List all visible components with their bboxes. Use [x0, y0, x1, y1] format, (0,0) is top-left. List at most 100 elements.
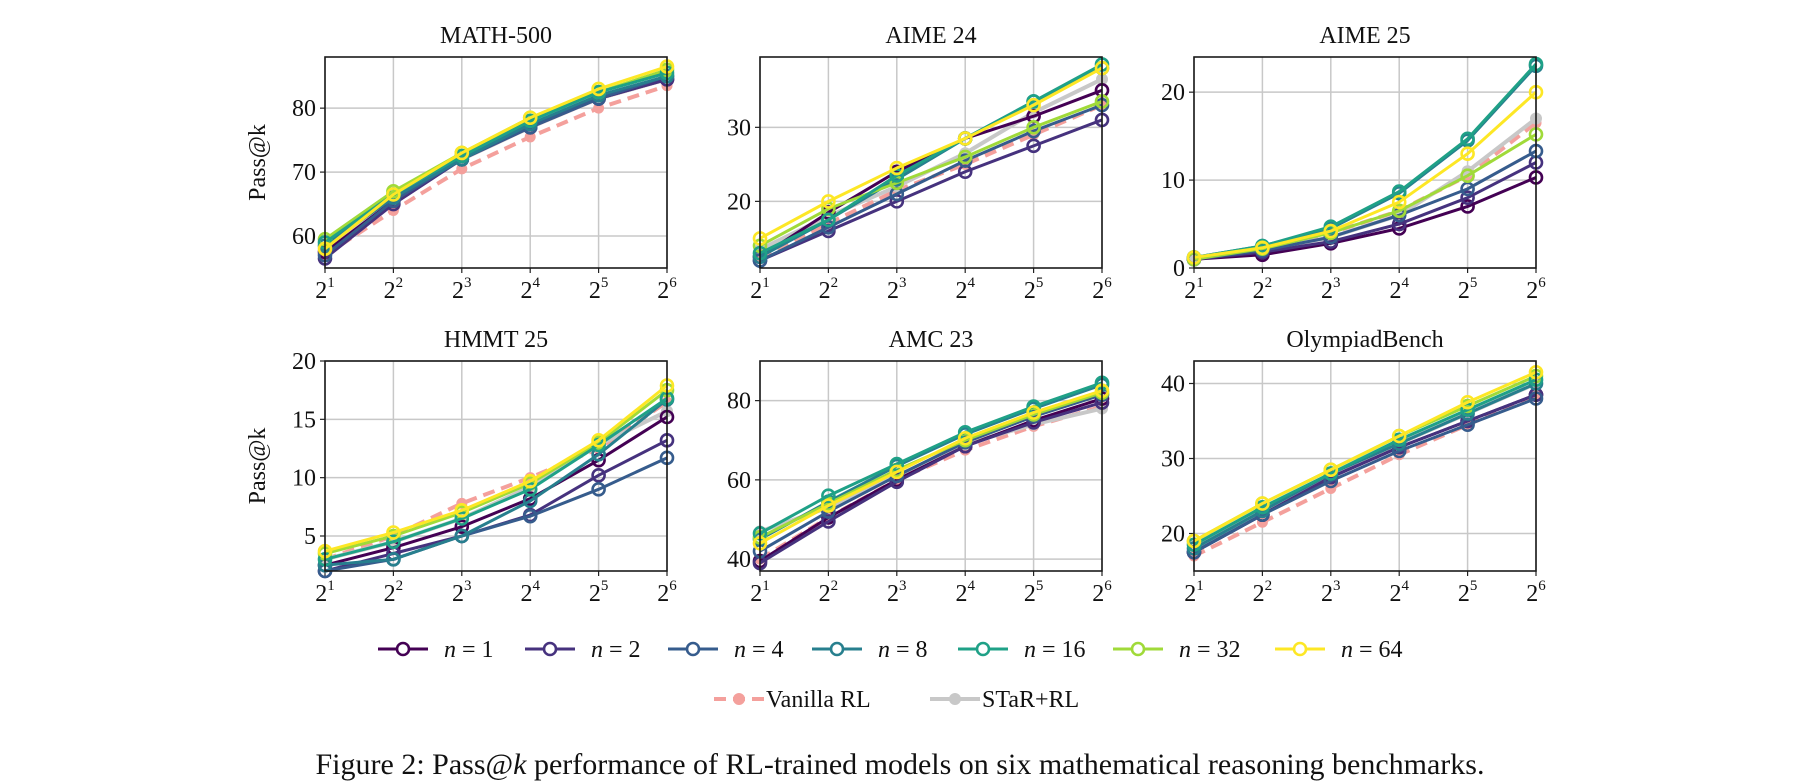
data-point	[522, 508, 538, 524]
data-point	[591, 433, 606, 448]
data-point	[454, 511, 470, 526]
data-point	[1460, 168, 1475, 183]
plot-frame	[324, 360, 668, 572]
series-line	[759, 88, 1103, 259]
chart-title: AIME 24	[885, 23, 976, 49]
plot-frame	[1193, 360, 1537, 572]
legend-label: n = 8	[878, 637, 928, 663]
data-point	[386, 187, 401, 202]
x-tick-label: 22	[384, 578, 404, 607]
plot-frame	[1193, 56, 1537, 269]
series-line	[759, 381, 1103, 535]
data-point	[591, 81, 606, 97]
y-tick-label: 60	[727, 468, 751, 494]
y-tick-label: 70	[292, 160, 316, 186]
data-point	[1460, 190, 1475, 205]
data-point	[454, 519, 470, 534]
legend-marker	[542, 641, 558, 657]
y-tick-label: 30	[1161, 447, 1185, 473]
data-point	[522, 473, 538, 489]
data-point	[889, 160, 905, 176]
legend-label: n = 2	[591, 637, 641, 663]
data-point	[1255, 240, 1270, 256]
legend-label: n = 1	[444, 637, 494, 663]
x-tick-label: 23	[887, 275, 907, 304]
data-point	[821, 488, 836, 504]
series-line	[1193, 378, 1537, 547]
chart-hmmt-25: HMMT 25 Pass@k 5 10 15 20 21 22 23 24 25 26	[245, 327, 677, 607]
plot-frame	[759, 360, 1103, 572]
x-tick-label: 24	[1389, 275, 1409, 304]
data-point	[386, 552, 401, 567]
data-point	[821, 194, 836, 209]
series-line	[759, 63, 1103, 255]
y-tick-label: 30	[727, 115, 751, 141]
y-tick-label: 10	[292, 466, 316, 492]
series-n-2	[752, 112, 1110, 268]
x-tick-label: 25	[1458, 578, 1478, 607]
x-tick-label: 22	[1253, 578, 1273, 607]
legend-item-n-1: n = 1	[378, 637, 494, 663]
data-point	[1323, 223, 1339, 239]
x-tick-label: 23	[1321, 578, 1341, 607]
x-tick-label: 25	[589, 578, 609, 607]
data-point	[1323, 462, 1339, 478]
y-tick-label: 80	[292, 96, 316, 122]
data-point	[456, 163, 468, 175]
x-tick-label: 23	[887, 578, 907, 607]
data-point	[454, 528, 470, 544]
series-line	[323, 83, 668, 257]
x-tick-label: 21	[315, 578, 335, 607]
y-tick-label: 15	[292, 407, 316, 433]
data-point	[1391, 194, 1407, 210]
data-point	[591, 468, 606, 483]
series-line	[759, 393, 1103, 553]
series-line	[324, 415, 668, 567]
chart-title: AIME 25	[1319, 23, 1410, 49]
x-tick-label: 22	[1253, 275, 1273, 304]
data-point	[1391, 184, 1407, 199]
figure-caption: Figure 2: Pass@k performance of RL-train…	[0, 748, 1800, 782]
x-tick-label: 25	[589, 275, 609, 304]
series-line	[759, 103, 1103, 259]
x-tick-label: 25	[1024, 275, 1044, 304]
series-line	[324, 74, 668, 247]
chart-title: OlympiadBench	[1286, 327, 1443, 353]
chart-title: HMMT 25	[444, 327, 548, 353]
chart-olympiadbench: OlympiadBench 20 30 40 21 22 23 24 25 26	[1161, 327, 1546, 607]
data-point	[593, 102, 605, 114]
y-tick-label: 5	[304, 524, 316, 550]
x-tick-label: 21	[750, 275, 770, 304]
series-star-rl	[754, 73, 1108, 256]
data-point	[821, 498, 836, 513]
x-tick-label: 25	[1458, 275, 1478, 304]
series-line	[1193, 121, 1538, 262]
data-point	[522, 110, 538, 126]
legend-marker	[1130, 641, 1146, 657]
series-n-64	[1186, 364, 1544, 549]
series-line	[1193, 91, 1538, 259]
legend-item-n-16: n = 16	[958, 637, 1086, 663]
data-point	[1391, 203, 1407, 219]
legend-item-star-rl: STaR+RL	[930, 687, 1079, 713]
chart-title: AMC 23	[889, 327, 974, 353]
data-point	[524, 131, 536, 143]
series-line	[1193, 370, 1537, 543]
legend: n = 1 n = 2 n = 4 n = 8 n = 16 n = 32 n = 64 Va…	[378, 637, 1403, 713]
series-line	[759, 389, 1103, 545]
data-point	[821, 212, 836, 228]
data-point	[1255, 496, 1270, 511]
series-line	[1193, 133, 1537, 261]
x-tick-label: 23	[452, 578, 472, 607]
series-line	[324, 398, 668, 567]
x-tick-label: 22	[384, 275, 404, 304]
x-tick-label: 21	[315, 275, 335, 304]
data-point	[454, 145, 470, 161]
x-tick-label: 26	[657, 275, 677, 304]
series-line	[759, 401, 1103, 565]
series-line	[324, 77, 668, 254]
legend-label: STaR+RL	[982, 687, 1079, 713]
legend-marker	[733, 693, 745, 705]
series-vanilla-rl	[1188, 117, 1542, 265]
legend-item-n-8: n = 8	[812, 637, 928, 663]
